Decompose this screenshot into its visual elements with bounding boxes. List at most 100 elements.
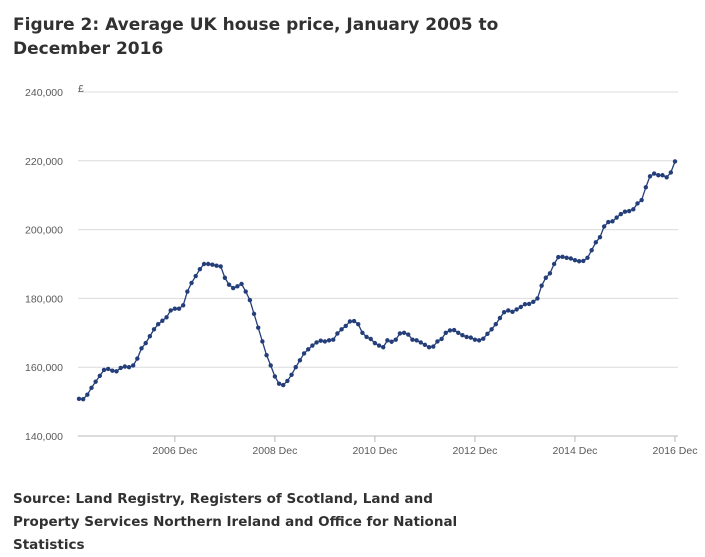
data-point[interactable] xyxy=(143,340,148,346)
data-point[interactable] xyxy=(664,175,669,180)
data-point[interactable] xyxy=(593,240,599,245)
data-point[interactable] xyxy=(89,385,94,391)
data-point[interactable] xyxy=(672,159,678,164)
data-point[interactable] xyxy=(564,255,569,261)
data-point[interactable] xyxy=(506,308,511,313)
data-point[interactable] xyxy=(656,173,661,178)
data-point[interactable] xyxy=(447,328,453,333)
data-point[interactable] xyxy=(581,258,586,264)
data-point[interactable] xyxy=(601,224,607,229)
data-point[interactable] xyxy=(231,285,236,291)
data-point[interactable] xyxy=(393,337,398,342)
data-point[interactable] xyxy=(268,363,273,368)
data-point[interactable] xyxy=(406,332,411,337)
data-point[interactable] xyxy=(126,365,132,370)
data-point[interactable] xyxy=(418,340,423,345)
data-point[interactable] xyxy=(256,325,261,330)
data-point[interactable] xyxy=(493,322,498,327)
data-point[interactable] xyxy=(214,263,219,268)
data-point[interactable] xyxy=(176,306,182,311)
data-point[interactable] xyxy=(610,219,615,224)
data-point[interactable] xyxy=(431,344,436,349)
data-point[interactable] xyxy=(164,315,169,320)
data-point[interactable] xyxy=(193,273,198,279)
data-point[interactable] xyxy=(456,330,461,335)
data-point[interactable] xyxy=(651,171,657,176)
data-point[interactable] xyxy=(435,339,440,344)
data-point[interactable] xyxy=(635,201,640,206)
data-point[interactable] xyxy=(168,308,173,313)
data-point[interactable] xyxy=(185,289,190,294)
data-point[interactable] xyxy=(568,256,574,261)
data-point[interactable] xyxy=(451,327,457,333)
data-point[interactable] xyxy=(514,307,519,312)
data-point[interactable] xyxy=(206,261,211,267)
data-point[interactable] xyxy=(105,366,111,372)
data-point[interactable] xyxy=(539,283,544,288)
data-point[interactable] xyxy=(80,396,86,402)
data-point[interactable] xyxy=(464,334,469,340)
data-point[interactable] xyxy=(201,261,207,267)
data-point[interactable] xyxy=(501,309,507,315)
data-point[interactable] xyxy=(347,319,353,324)
data-point[interactable] xyxy=(322,339,328,344)
data-point[interactable] xyxy=(481,336,486,341)
data-point[interactable] xyxy=(122,364,128,369)
data-point[interactable] xyxy=(422,342,428,348)
data-point[interactable] xyxy=(135,356,140,361)
data-point[interactable] xyxy=(289,372,294,377)
data-point[interactable] xyxy=(272,374,278,379)
data-point[interactable] xyxy=(139,346,144,351)
data-point[interactable] xyxy=(218,264,223,269)
data-point[interactable] xyxy=(306,347,311,352)
data-point[interactable] xyxy=(239,281,244,287)
data-point[interactable] xyxy=(130,363,136,368)
data-point[interactable] xyxy=(114,369,119,374)
data-point[interactable] xyxy=(547,271,553,276)
data-point[interactable] xyxy=(251,311,257,317)
data-point[interactable] xyxy=(343,323,348,329)
data-point[interactable] xyxy=(497,315,503,321)
data-point[interactable] xyxy=(468,335,473,340)
data-point[interactable] xyxy=(101,367,107,373)
data-point[interactable] xyxy=(285,378,290,384)
data-point[interactable] xyxy=(364,334,369,340)
data-point[interactable] xyxy=(622,209,628,214)
data-point[interactable] xyxy=(314,340,319,345)
data-point[interactable] xyxy=(401,330,407,335)
data-point[interactable] xyxy=(372,340,378,346)
data-point[interactable] xyxy=(172,306,178,311)
data-point[interactable] xyxy=(535,296,540,301)
data-point[interactable] xyxy=(476,338,482,343)
data-point[interactable] xyxy=(531,299,536,305)
data-point[interactable] xyxy=(235,284,240,289)
data-point[interactable] xyxy=(389,339,394,344)
data-point[interactable] xyxy=(631,207,636,212)
data-point[interactable] xyxy=(426,345,432,350)
data-point[interactable] xyxy=(297,358,303,363)
data-point[interactable] xyxy=(301,351,307,356)
data-point[interactable] xyxy=(643,185,649,190)
data-point[interactable] xyxy=(572,258,578,263)
data-point[interactable] xyxy=(647,174,653,179)
data-point[interactable] xyxy=(243,289,248,294)
data-point[interactable] xyxy=(668,170,674,175)
data-point[interactable] xyxy=(226,282,232,287)
data-point[interactable] xyxy=(276,381,282,386)
data-point[interactable] xyxy=(76,396,82,402)
data-point[interactable] xyxy=(264,352,269,358)
data-point[interactable] xyxy=(293,365,298,370)
data-point[interactable] xyxy=(660,173,665,178)
data-point[interactable] xyxy=(155,322,161,327)
data-point[interactable] xyxy=(318,338,323,343)
data-point[interactable] xyxy=(551,261,557,267)
data-point[interactable] xyxy=(485,331,490,337)
data-point[interactable] xyxy=(472,337,478,342)
data-point[interactable] xyxy=(460,333,465,338)
data-point[interactable] xyxy=(110,368,115,373)
data-point[interactable] xyxy=(556,254,561,260)
data-point[interactable] xyxy=(385,338,390,343)
data-point[interactable] xyxy=(247,297,253,303)
data-point[interactable] xyxy=(410,337,415,342)
data-point[interactable] xyxy=(589,248,594,253)
